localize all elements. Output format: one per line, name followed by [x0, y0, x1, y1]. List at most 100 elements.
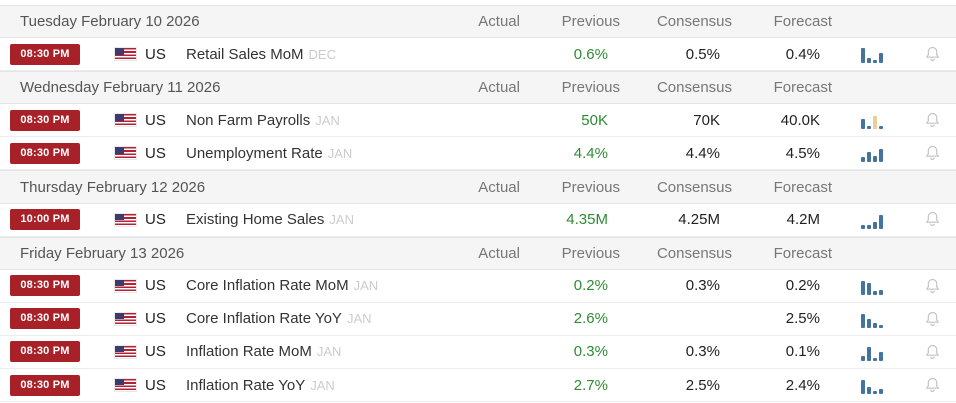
country-code: US	[145, 45, 166, 63]
event-reference-period: JAN	[310, 377, 335, 393]
country-cell: US	[108, 377, 186, 394]
bell-icon	[925, 311, 939, 326]
mini-bar-chart[interactable]	[836, 376, 908, 395]
column-header-previous: Previous	[561, 79, 620, 97]
country-code: US	[145, 376, 166, 394]
bell-icon	[925, 278, 939, 293]
column-header-previous: Previous	[561, 13, 620, 31]
country-code: US	[145, 277, 166, 295]
notification-bell-button[interactable]	[908, 343, 956, 361]
event-name: Inflation Rate YoY	[186, 376, 306, 394]
event-name: Retail Sales MoM	[186, 45, 304, 63]
consensus-value: 0.3%	[685, 277, 720, 295]
country-code: US	[145, 211, 166, 229]
notification-bell-button[interactable]	[908, 310, 956, 328]
mini-bar-chart[interactable]	[836, 144, 908, 163]
mini-bar-chart[interactable]	[836, 310, 908, 328]
column-header-previous: Previous	[561, 244, 620, 262]
event-row[interactable]: 08:30 PM US Core Inflation Rate MoM JAN 0…	[0, 269, 956, 303]
date-header: Friday February 13 2026	[20, 244, 185, 262]
forecast-value: 0.1%	[785, 343, 820, 361]
event-link[interactable]: Retail Sales MoM DEC	[186, 46, 336, 63]
column-header-previous: Previous	[561, 178, 620, 196]
date-header: Wednesday February 11 2026	[20, 79, 221, 97]
previous-value: 4.4%	[573, 144, 608, 162]
column-header-forecast: Forecast	[773, 79, 832, 97]
column-header-forecast: Forecast	[773, 178, 832, 196]
date-header: Thursday February 12 2026	[20, 178, 206, 196]
time-badge: 08:30 PM	[10, 142, 80, 164]
time-badge: 10:00 PM	[10, 209, 80, 231]
country-cell: US	[108, 310, 186, 327]
event-link[interactable]: Existing Home Sales JAN	[186, 211, 354, 228]
country-cell: US	[108, 343, 186, 360]
time-badge: 08:30 PM	[10, 341, 80, 363]
country-code: US	[145, 111, 166, 129]
date-header-row: Friday February 13 2026 Actual Previous …	[0, 236, 956, 270]
forecast-value: 4.5%	[785, 144, 820, 162]
event-name: Inflation Rate MoM	[186, 343, 312, 361]
column-header-forecast: Forecast	[773, 244, 832, 262]
previous-value: 2.7%	[573, 376, 608, 394]
event-row[interactable]: 08:30 PM US Non Farm Payrolls JAN 50K 70K…	[0, 104, 956, 138]
us-flag-icon	[115, 345, 136, 358]
mini-bar-chart[interactable]	[836, 111, 908, 130]
country-cell: US	[108, 46, 186, 63]
forecast-value: 0.2%	[785, 277, 820, 295]
country-cell: US	[108, 277, 186, 294]
bell-icon	[925, 46, 939, 61]
bell-icon	[925, 112, 939, 128]
previous-value: 2.6%	[573, 310, 608, 328]
event-link[interactable]: Inflation Rate YoY JAN	[186, 377, 335, 394]
economic-calendar: Tuesday February 10 2026 Actual Previous…	[0, 5, 956, 403]
consensus-value: 4.25M	[678, 211, 720, 229]
country-code: US	[145, 144, 166, 162]
event-link[interactable]: Core Inflation Rate YoY JAN	[186, 310, 372, 327]
event-row[interactable]: 08:30 PM US Unemployment Rate JAN 4.4% 4.…	[0, 137, 956, 171]
notification-bell-button[interactable]	[908, 45, 956, 63]
event-row[interactable]: 10:00 PM US Existing Home Sales JAN 4.35M…	[0, 203, 956, 237]
event-row[interactable]: 08:30 PM US Core Inflation Rate YoY JAN 2…	[0, 302, 956, 336]
column-header-forecast: Forecast	[773, 13, 832, 31]
forecast-value: 2.4%	[785, 376, 820, 394]
event-name: Non Farm Payrolls	[186, 111, 311, 129]
event-link[interactable]: Inflation Rate MoM JAN	[186, 343, 341, 360]
event-link[interactable]: Non Farm Payrolls JAN	[186, 112, 340, 129]
time-badge: 08:30 PM	[10, 275, 80, 297]
time-badge: 08:30 PM	[10, 43, 80, 65]
event-row[interactable]: 08:30 PM US Inflation Rate MoM JAN 0.3% 0…	[0, 335, 956, 370]
previous-value: 50K	[581, 111, 608, 129]
event-row[interactable]: 08:30 PM US Inflation Rate YoY JAN 2.7% 2…	[0, 369, 956, 403]
event-reference-period: JAN	[316, 344, 342, 360]
time-badge: 08:30 PM	[10, 374, 80, 396]
previous-value: 0.6%	[573, 45, 608, 63]
mini-bar-chart[interactable]	[836, 45, 908, 64]
mini-bar-chart[interactable]	[836, 277, 908, 295]
bell-icon	[925, 377, 939, 392]
notification-bell-button[interactable]	[908, 277, 956, 295]
notification-bell-button[interactable]	[908, 111, 956, 129]
notification-bell-button[interactable]	[908, 211, 956, 229]
consensus-value: 70K	[693, 111, 720, 129]
column-header-actual: Actual	[478, 244, 520, 262]
event-name: Core Inflation Rate YoY	[186, 310, 342, 328]
forecast-value: 40.0K	[780, 111, 820, 129]
previous-value: 4.35M	[566, 211, 608, 229]
notification-bell-button[interactable]	[908, 144, 956, 162]
mini-bar-chart[interactable]	[836, 211, 908, 229]
event-link[interactable]: Unemployment Rate JAN	[186, 145, 352, 162]
mini-bar-chart[interactable]	[836, 343, 908, 361]
forecast-value: 2.5%	[785, 310, 820, 328]
column-header-actual: Actual	[478, 178, 520, 196]
notification-bell-button[interactable]	[908, 376, 956, 394]
event-name: Existing Home Sales	[186, 211, 325, 229]
column-header-consensus: Consensus	[656, 79, 732, 97]
event-reference-period: JAN	[315, 112, 340, 128]
date-header-row: Thursday February 12 2026 Actual Previou…	[0, 170, 956, 204]
column-header-consensus: Consensus	[656, 244, 732, 262]
previous-value: 0.2%	[573, 277, 608, 295]
event-row[interactable]: 08:30 PM US Retail Sales MoM DEC 0.6% 0.5…	[0, 38, 956, 72]
bell-icon	[925, 212, 939, 227]
event-name: Unemployment Rate	[186, 144, 323, 162]
event-link[interactable]: Core Inflation Rate MoM JAN	[186, 277, 378, 294]
